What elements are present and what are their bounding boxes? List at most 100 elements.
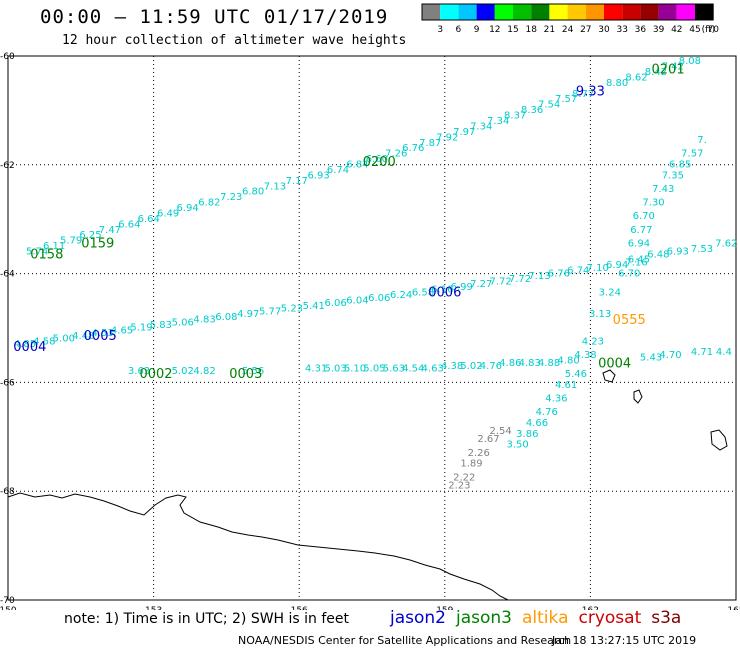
wave-height-label: 6.76 xyxy=(548,268,570,279)
legend-s3a: s3a xyxy=(651,608,682,628)
lat-tick-label: -64 xyxy=(0,270,15,280)
wave-height-label: 7.62 xyxy=(715,238,737,249)
lat-tick-label: -62 xyxy=(0,161,15,171)
wave-height-label: 2.22 xyxy=(453,472,475,483)
wave-height-label: 5.74 xyxy=(26,247,48,258)
wave-height-label: 8.62 xyxy=(625,72,647,83)
wave-height-label: 6.16 xyxy=(431,285,453,296)
colorbar-swatch xyxy=(549,4,568,20)
wave-height-label: 4.54 xyxy=(402,364,424,375)
wave-height-label: 6.58 xyxy=(412,287,434,298)
wave-height-label: 6.49 xyxy=(157,208,179,219)
colorbar-swatch xyxy=(695,4,714,20)
wave-height-label: 6.24 xyxy=(390,290,412,301)
pass-time-labels: 0004 0005 0006 0158 0159 0200 0201 0002 0003 0004… xyxy=(13,63,684,383)
wave-height-label: 4.71 xyxy=(691,347,713,358)
colorbar-swatch xyxy=(422,4,441,20)
lat-tick-label: -68 xyxy=(0,487,15,497)
lon-tick-label: 150 xyxy=(0,606,17,610)
wave-height-label: 6.80 xyxy=(242,187,264,198)
legend-jason2: jason2 xyxy=(390,608,446,628)
legend-altika: altika xyxy=(522,608,569,628)
wave-height-label: 6.99 xyxy=(451,282,473,293)
wave-height-label: 8.36 xyxy=(521,105,543,116)
wave-height-label: 6.70 xyxy=(633,211,655,222)
wave-height-label: 5.23 xyxy=(281,304,303,315)
track-a: 5.746.115.796.257.476.646.646.496.94 6.82… xyxy=(26,56,701,257)
wave-height-label: 7.57 xyxy=(555,94,577,105)
wave-height-label: 3.13 xyxy=(589,309,611,320)
lat-tick-label: -70 xyxy=(0,596,15,606)
wave-height-label: 4.61 xyxy=(555,380,577,391)
wave-height-label: 7.72 xyxy=(509,274,531,285)
map-axis-labels: 150 153 156 159 162 165 -60 -62 -64 -66 -68 -70 xyxy=(0,52,740,610)
pass-time-label: 9.33 xyxy=(576,84,605,99)
wave-height-label: 7.53 xyxy=(691,244,713,255)
colorbar-tick-label: 15 xyxy=(507,25,518,35)
colorbar-swatch xyxy=(440,4,459,20)
wave-height-label: 4.58 xyxy=(33,336,55,347)
wave-height-label: 4.88 xyxy=(538,358,560,369)
wave-height-label: 4.66 xyxy=(526,418,548,429)
wave-height-label: 5.43 xyxy=(640,353,662,364)
wave-height-label: 7.42 xyxy=(662,62,684,73)
island-b xyxy=(633,389,643,404)
wave-height-label: 7.26 xyxy=(385,149,407,160)
wave-height-label: 7.97 xyxy=(453,127,475,138)
track-b: 4.854.585.004.484.534.655.195.83 5.06 4.83… xyxy=(14,257,648,350)
wave-height-label: 8.37 xyxy=(504,111,526,122)
wave-height-label: 6.60 xyxy=(366,154,388,165)
wave-height-label: 6.64 xyxy=(118,219,140,230)
colorbar-tick-label: 39 xyxy=(653,25,665,35)
colorbar-border xyxy=(421,3,714,21)
wave-height-label: 5.02 xyxy=(172,366,194,377)
wave-height-label: 3.63 xyxy=(128,366,150,377)
wave-height-label: 4.70 xyxy=(659,350,681,361)
pass-time-label: 0002 xyxy=(139,367,172,382)
wave-height-label: 7.10 xyxy=(587,263,609,274)
wave-height-tracks: 5.746.115.796.257.476.646.646.496.94 6.82… xyxy=(14,56,738,491)
wave-height-label: 5.83 xyxy=(150,320,172,331)
wave-height-label: 7.34 xyxy=(487,116,509,127)
wave-height-label: 6.74 xyxy=(567,266,589,277)
wave-height-label: 4.82 xyxy=(193,366,215,377)
track-d: 3.503.864.664.76 4.36 4.615.46 4.38 4.23 3.13… xyxy=(506,135,737,451)
wave-height-label: 6.04 xyxy=(346,296,368,307)
colorbar-swatch xyxy=(513,4,532,20)
wave-height-label: 8.80 xyxy=(606,78,628,89)
lon-tick-label: 156 xyxy=(291,606,308,610)
wave-height-label: 5.56 xyxy=(242,366,264,377)
footer-credit: NOAA/NESDIS Center for Satellite Applica… xyxy=(238,634,572,647)
wave-height-label: 4.31 xyxy=(305,364,327,375)
wave-height-label: 6.76 xyxy=(402,143,424,154)
satellite-legend: jason2 jason3 altika cryosat s3a xyxy=(390,608,691,628)
colorbar-swatch xyxy=(676,4,695,20)
pass-time-label: 0006 xyxy=(428,286,461,301)
wave-height-label: 4.23 xyxy=(582,336,604,347)
wave-height-label: 4.86 xyxy=(499,358,521,369)
wave-height-label: 2.26 xyxy=(468,448,490,459)
wave-height-label: 7.35 xyxy=(662,170,684,181)
wave-height-label: 5.00 xyxy=(53,334,75,345)
wave-height-label: 6.08 xyxy=(215,312,237,323)
wave-height-label: 4.85 xyxy=(14,339,36,350)
track-e: 2.232.22 1.892.26 2.672.54 xyxy=(448,426,512,491)
wave-height-label: 5.63 xyxy=(383,364,405,375)
page-title: 00:00 – 11:59 UTC 01/17/2019 xyxy=(40,6,389,28)
wave-height-label: 7.27 xyxy=(470,279,492,290)
wave-height-label: 5.41 xyxy=(303,301,325,312)
wave-height-label: 7.13 xyxy=(528,271,550,282)
wave-height-label: 5.03 xyxy=(324,364,346,375)
wave-height-label: 3.24 xyxy=(599,287,621,298)
pass-time-label: 0200 xyxy=(363,155,396,170)
page-subtitle: 12 hour collection of altimeter wave hei… xyxy=(62,33,407,48)
wave-height-label: 6.93 xyxy=(667,247,689,258)
footer-timestamp: Jan 18 13:27:15 UTC 2019 xyxy=(552,634,697,647)
wave-height-label: 4.63 xyxy=(422,364,444,375)
wave-height-label: 2.23 xyxy=(448,480,470,491)
map-grid xyxy=(8,56,736,600)
wave-height-label: 4.76 xyxy=(536,407,558,418)
coastline xyxy=(7,369,728,601)
wave-height-label: 5.79 xyxy=(60,236,82,247)
altimeter-map: 150 153 156 159 162 165 -60 -62 -64 -66 -68 -70 5.7… xyxy=(0,52,740,610)
